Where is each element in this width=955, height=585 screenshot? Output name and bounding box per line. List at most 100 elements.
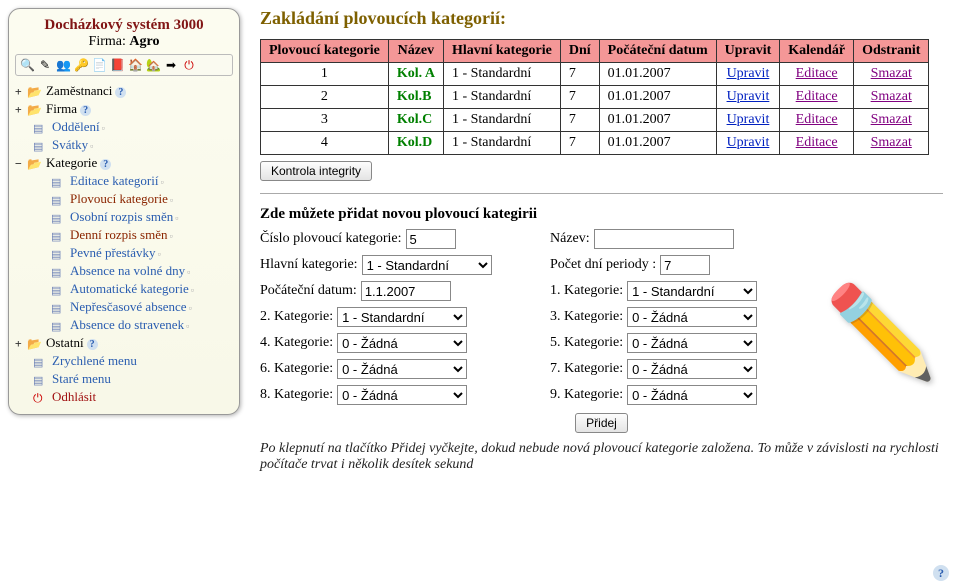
help-icon[interactable]: ? (933, 565, 949, 581)
tree-node-denni[interactable]: Denní rozpis směn (15, 226, 233, 244)
cat5-select[interactable]: 0 - Žádná (627, 333, 757, 353)
cat6-select[interactable]: 0 - Žádná (337, 359, 467, 379)
nav-tree: + Zaměstnanci + Firma Oddělení (15, 82, 233, 406)
tree-label[interactable]: Kategorie (46, 155, 97, 171)
start-input[interactable] (361, 281, 451, 301)
page-icon (51, 192, 67, 206)
tree-node-firma[interactable]: + Firma (15, 100, 233, 118)
main-label: Hlavní kategorie: (260, 257, 358, 273)
help-icon[interactable] (97, 155, 111, 171)
form-note: Po klepnutí na tlačítko Přidej vyčkejte,… (260, 441, 943, 473)
tree-label[interactable]: Absence na volné dny (70, 263, 185, 279)
tree-label[interactable]: Firma (46, 101, 77, 117)
integrity-button[interactable]: Kontrola integrity (260, 161, 372, 181)
days-input[interactable] (660, 255, 710, 275)
tree-node-osobni[interactable]: Osobní rozpis směn (15, 208, 233, 226)
cat9-select[interactable]: 0 - Žádná (627, 385, 757, 405)
key-icon[interactable]: 🔑 (74, 58, 88, 72)
tree-node-automaticke[interactable]: Automatické kategorie (15, 280, 233, 298)
toggle-icon[interactable]: + (15, 103, 27, 116)
cat3-select[interactable]: 0 - Žádná (627, 307, 757, 327)
help-icon[interactable] (77, 101, 91, 117)
cat1-select[interactable]: 1 - Standardní (627, 281, 757, 301)
tree-node-pevne[interactable]: Pevné přestávky (15, 244, 233, 262)
tree-node-ostatni[interactable]: + Ostatní (15, 334, 233, 352)
doc-icon[interactable]: 📄 (92, 58, 106, 72)
tree-label[interactable]: Odhlásit (52, 389, 96, 405)
tree-node-plovouci[interactable]: Plovoucí kategorie (15, 190, 233, 208)
help-icon[interactable] (84, 335, 98, 351)
tree-node-svatky[interactable]: Svátky (15, 136, 233, 154)
tree-label[interactable]: Svátky (52, 137, 88, 153)
cell-id: 2 (261, 86, 389, 109)
delete-link[interactable]: Smazat (871, 135, 912, 150)
cat5-label: 5. Kategorie: (550, 335, 623, 351)
tree-label[interactable]: Oddělení (52, 119, 100, 135)
edit-link[interactable]: Upravit (727, 66, 770, 81)
search-icon[interactable]: 🔍 (20, 58, 34, 72)
tree-node-editace[interactable]: Editace kategorií (15, 172, 233, 190)
edit-link[interactable]: Upravit (727, 112, 770, 127)
toggle-icon[interactable]: − (15, 157, 27, 170)
tree-node-zamestnanci[interactable]: + Zaměstnanci (15, 82, 233, 100)
power-icon[interactable]: ⏻ (182, 58, 196, 72)
add-button[interactable]: Přidej (575, 413, 628, 433)
home-icon[interactable]: 🏠 (128, 58, 142, 72)
toolbar: 🔍 ✎ 👥 🔑 📄 📕 🏠 🏡 ➡ ⏻ (15, 54, 233, 76)
tree-label[interactable]: Denní rozpis směn (70, 227, 167, 243)
name-input[interactable] (594, 229, 734, 249)
delete-link[interactable]: Smazat (871, 66, 912, 81)
tree-label[interactable]: Osobní rozpis směn (70, 209, 173, 225)
tree-node-neprescasove[interactable]: Nepřesčasové absence (15, 298, 233, 316)
pencil-icon: ✏️ (825, 280, 937, 385)
page-icon (33, 120, 49, 134)
tree-node-odhlasit[interactable]: Odhlásit (15, 388, 233, 406)
trail-icon (168, 191, 173, 207)
tree-label[interactable]: Plovoucí kategorie (70, 191, 168, 207)
tree-node-oddeleni[interactable]: Oddělení (15, 118, 233, 136)
tree-node-zrychlene[interactable]: Zrychlené menu (15, 352, 233, 370)
cat4-select[interactable]: 0 - Žádná (337, 333, 467, 353)
tree-label[interactable]: Pevné přestávky (70, 245, 156, 261)
cat7-select[interactable]: 0 - Žádná (627, 359, 757, 379)
edit-link[interactable]: Upravit (727, 135, 770, 150)
delete-link[interactable]: Smazat (871, 112, 912, 127)
trail-icon (167, 227, 172, 243)
tree-node-stare[interactable]: Staré menu (15, 370, 233, 388)
delete-link[interactable]: Smazat (871, 89, 912, 104)
house-icon[interactable]: 🏡 (146, 58, 160, 72)
tree-label[interactable]: Zaměstnanci (46, 83, 112, 99)
toggle-icon[interactable]: + (15, 337, 27, 350)
calendar-link[interactable]: Editace (796, 66, 838, 81)
firm-label: Firma: (89, 34, 126, 49)
trail-icon (173, 209, 178, 225)
th-days: Dní (560, 40, 599, 63)
pencil-icon[interactable]: ✎ (38, 58, 52, 72)
tree-label[interactable]: Staré menu (52, 371, 111, 387)
edit-link[interactable]: Upravit (727, 89, 770, 104)
cat2-select[interactable]: 1 - Standardní (337, 307, 467, 327)
tree-label[interactable]: Absence do stravenek (70, 317, 184, 333)
tree-label[interactable]: Editace kategorií (70, 173, 158, 189)
help-icon[interactable] (112, 83, 126, 99)
users-icon[interactable]: 👥 (56, 58, 70, 72)
calendar-link[interactable]: Editace (796, 135, 838, 150)
tree-node-kategorie[interactable]: − Kategorie (15, 154, 233, 172)
page-icon (51, 210, 67, 224)
book-icon[interactable]: 📕 (110, 58, 124, 72)
tree-node-absence-strav[interactable]: Absence do stravenek (15, 316, 233, 334)
num-input[interactable] (406, 229, 456, 249)
cat8-select[interactable]: 0 - Žádná (337, 385, 467, 405)
tree-label[interactable]: Ostatní (46, 335, 84, 351)
arrow-icon[interactable]: ➡ (164, 58, 178, 72)
calendar-link[interactable]: Editace (796, 112, 838, 127)
num-label: Číslo plovoucí kategorie: (260, 231, 402, 247)
tree-label[interactable]: Automatické kategorie (70, 281, 189, 297)
toggle-icon[interactable]: + (15, 85, 27, 98)
cell-id: 3 (261, 109, 389, 132)
tree-node-absence-volne[interactable]: Absence na volné dny (15, 262, 233, 280)
tree-label[interactable]: Nepřesčasové absence (70, 299, 187, 315)
main-select[interactable]: 1 - Standardní (362, 255, 492, 275)
calendar-link[interactable]: Editace (796, 89, 838, 104)
tree-label[interactable]: Zrychlené menu (52, 353, 137, 369)
